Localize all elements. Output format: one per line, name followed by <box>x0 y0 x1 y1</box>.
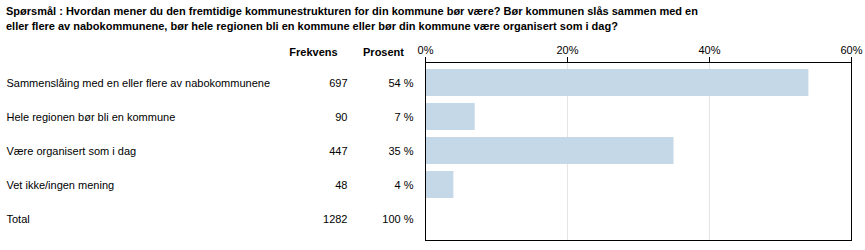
svg-text:Hele regionen bør bli en kommu: Hele regionen bør bli en kommune <box>7 111 176 123</box>
svg-text:90: 90 <box>335 111 347 123</box>
svg-text:697: 697 <box>329 77 347 89</box>
svg-text:7 %7: 7 %7 <box>395 111 414 123</box>
svg-text:Total: Total <box>7 213 30 225</box>
svg-text:100 %100: 100 %100 <box>382 213 413 225</box>
svg-text:54 %54: 54 %54 <box>388 77 413 89</box>
svg-text:Sammenslåing med en eller fler: Sammenslåing med en eller flere av nabok… <box>7 77 271 89</box>
html-text:Spørsmål : Hvordan mener du de: Spørsmål : Hvordan mener du den fremtidi… <box>6 5 698 17</box>
svg-text:1282: 1282 <box>323 213 347 225</box>
svg-text:4 %4: 4 %4 <box>395 179 414 191</box>
svg-text:0%: 0% <box>418 44 434 56</box>
svg-text:Vet ikke/ingen mening: Vet ikke/ingen mening <box>7 179 115 191</box>
svg-text:48: 48 <box>335 179 347 191</box>
svg-text:Prosent: Prosent <box>363 46 404 58</box>
svg-text:35 %35: 35 %35 <box>388 145 413 157</box>
html-text:eller flere av nabokommunene,: eller flere av nabokommunene, bør hele r… <box>6 20 618 32</box>
svg-text:447: 447 <box>329 145 347 157</box>
svg-text:20%: 20% <box>556 44 578 56</box>
svg-text:60%: 60% <box>840 44 862 56</box>
svg-text:Være organisert som i dag: Være organisert som i dag <box>7 145 137 157</box>
svg-text:Frekvens: Frekvens <box>289 46 337 58</box>
svg-text:40%: 40% <box>698 44 720 56</box>
